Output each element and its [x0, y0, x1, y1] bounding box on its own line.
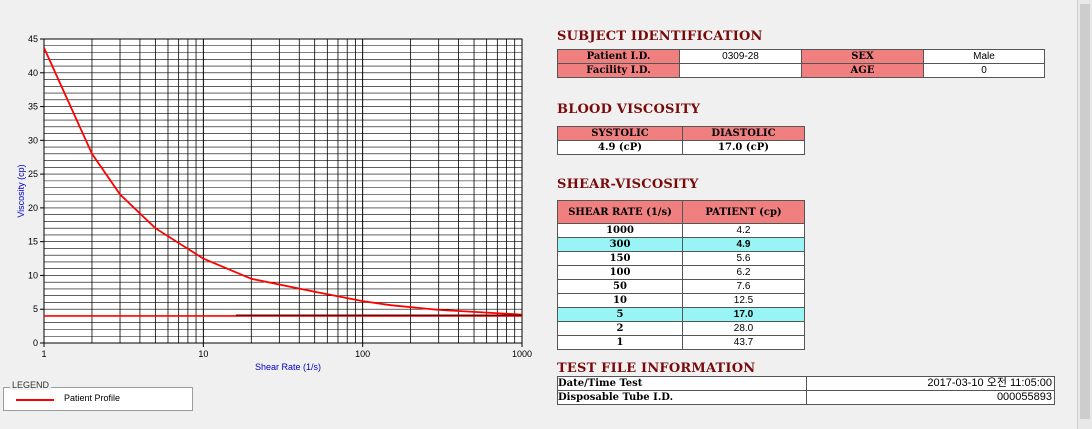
- shear-row: 150 5.6: [557, 251, 805, 266]
- shear-rate-cell: 150: [557, 251, 683, 266]
- sex-value: Male: [923, 49, 1045, 64]
- y-tick-label: 45: [28, 34, 38, 44]
- shear-row: 5 17.0: [557, 307, 805, 322]
- blood-table: SYSTOLIC DIASTOLIC 4.9 (cP) 17.0 (cP): [557, 126, 805, 155]
- y-tick-label: 30: [28, 135, 38, 145]
- systolic-label: SYSTOLIC: [557, 126, 683, 141]
- shear-rate-cell: 1: [557, 335, 683, 350]
- y-axis-label: Viscosity (cp): [16, 164, 26, 217]
- series-line-1: [43, 47, 523, 316]
- y-tick-label: 25: [28, 169, 38, 179]
- shear-row: 1000 4.2: [557, 223, 805, 238]
- y-tick-label: 0: [33, 338, 38, 348]
- diastolic-value: 17.0 (cP): [682, 140, 805, 155]
- diastolic-label: DIASTOLIC: [682, 126, 805, 141]
- legend-swatch: [16, 399, 54, 401]
- sex-label: SEX: [801, 49, 924, 64]
- shear-row: 1 43.7: [557, 335, 805, 350]
- vertical-scrollbar[interactable]: [1077, 0, 1092, 429]
- patient-cp-cell: 4.2: [682, 223, 805, 238]
- y-tick-label: 35: [28, 102, 38, 112]
- patient-cp-cell: 17.0: [682, 307, 805, 322]
- age-value: 0: [923, 63, 1045, 78]
- legend: LEGEND Patient Profile: [3, 380, 193, 411]
- shear-table: SHEAR RATE (1/s) PATIENT (cp) 1000 4.2 300…: [557, 200, 805, 350]
- testfile-table: Date/Time Test 2017-03-10 오전 11:05:00 Di…: [557, 376, 1055, 405]
- subject-title: SUBJECT IDENTIFICATION: [557, 29, 763, 44]
- shear-rate-cell: 50: [557, 279, 683, 294]
- plot-area: [43, 38, 523, 344]
- x-tick-label: 10: [198, 349, 208, 359]
- patient-id-value: 0309-28: [679, 49, 802, 64]
- shear-rate-cell: 300: [557, 237, 683, 252]
- y-tick-label: 10: [28, 270, 38, 280]
- tube-id-value: 000055893: [806, 390, 1055, 405]
- patient-cp-cell: 7.6: [682, 279, 805, 294]
- patient-cp-cell: 43.7: [682, 335, 805, 350]
- tube-id-label: Disposable Tube I.D.: [557, 390, 807, 405]
- shear-rate-cell: 100: [557, 265, 683, 280]
- shear-rate-header: SHEAR RATE (1/s): [557, 200, 683, 224]
- legend-title: LEGEND: [10, 380, 52, 390]
- y-tick-label: 5: [33, 304, 38, 314]
- patient-cp-cell: 12.5: [682, 293, 805, 308]
- subject-table: Patient I.D. 0309-28 SEX Male Facility I…: [557, 49, 1045, 78]
- shear-rate-cell: 2: [557, 321, 683, 336]
- facility-id-label: Facility I.D.: [557, 63, 680, 78]
- shear-title: SHEAR-VISCOSITY: [557, 177, 699, 192]
- systolic-value: 4.9 (cP): [557, 140, 683, 155]
- patient-cp-cell: 5.6: [682, 251, 805, 266]
- viscosity-chart: 0 5 10 15 20 25 30 35 40 45 1 10 100 1000 Shear Rate (…: [0, 0, 545, 378]
- shear-row: 2 28.0: [557, 321, 805, 336]
- x-tick-label: 1: [41, 349, 46, 359]
- shear-row: 300 4.9: [557, 237, 805, 252]
- age-label: AGE: [801, 63, 924, 78]
- patient-id-label: Patient I.D.: [557, 49, 680, 64]
- scrollbar-thumb[interactable]: [1080, 4, 1090, 419]
- blood-title: BLOOD VISCOSITY: [557, 102, 701, 117]
- shear-rate-cell: 1000: [557, 223, 683, 238]
- y-tick-label: 40: [28, 68, 38, 78]
- patient-cp-cell: 6.2: [682, 265, 805, 280]
- legend-label: Patient Profile: [64, 393, 121, 403]
- y-tick-label: 15: [28, 237, 38, 247]
- patient-cp-cell: 28.0: [682, 321, 805, 336]
- shear-row: 50 7.6: [557, 279, 805, 294]
- testfile-title: TEST FILE INFORMATION: [557, 361, 756, 376]
- datetime-label: Date/Time Test: [557, 376, 807, 391]
- patient-cp-cell: 4.9: [682, 237, 805, 252]
- x-tick-label: 1000: [512, 349, 532, 359]
- datetime-value: 2017-03-10 오전 11:05:00: [806, 376, 1055, 391]
- shear-rate-cell: 5: [557, 307, 683, 322]
- x-tick-label: 100: [355, 349, 370, 359]
- shear-row: 10 12.5: [557, 293, 805, 308]
- chart-svg: 0 5 10 15 20 25 30 35 40 45 1 10 100 1000 Shear Rate (…: [16, 34, 532, 372]
- facility-id-value: [679, 63, 802, 78]
- y-tick-label: 20: [28, 203, 38, 213]
- patient-cp-header: PATIENT (cp): [682, 200, 805, 224]
- shear-rate-cell: 10: [557, 293, 683, 308]
- shear-row: 100 6.2: [557, 265, 805, 280]
- x-axis-label: Shear Rate (1/s): [255, 362, 321, 372]
